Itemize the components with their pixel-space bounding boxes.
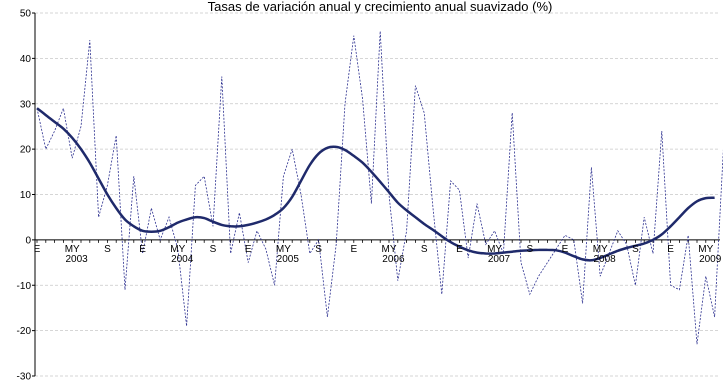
- y-tick-label: 10: [20, 190, 32, 201]
- year-label: 2004: [171, 254, 194, 265]
- month-tick-label: E: [562, 244, 569, 255]
- month-tick-label: MY: [487, 244, 502, 255]
- y-tick-label: -20: [17, 326, 32, 337]
- month-tick-label: S: [421, 244, 428, 255]
- year-label: 2003: [65, 254, 88, 265]
- series-line-rates: [36, 31, 723, 345]
- y-tick-label: 0: [25, 235, 31, 246]
- month-tick-label: S: [210, 244, 217, 255]
- month-tick-label: MY: [65, 244, 80, 255]
- month-tick-label: MY: [276, 244, 291, 255]
- axis-layer: [32, 12, 720, 377]
- year-label: 2009: [699, 254, 722, 265]
- series-line-smoothed: [36, 107, 715, 262]
- month-tick-label: MY: [593, 244, 608, 255]
- chart-title: Tasas de variación anual y crecimiento a…: [208, 0, 553, 14]
- grid-layer: [35, 12, 720, 377]
- y-tick-label: 50: [20, 9, 32, 20]
- month-tick-label: MY: [698, 244, 713, 255]
- month-tick-label: E: [456, 244, 463, 255]
- month-tick-label: S: [526, 244, 533, 255]
- y-tick-label: 40: [20, 54, 32, 65]
- month-tick-label: S: [315, 244, 322, 255]
- year-label: 2005: [277, 254, 300, 265]
- month-tick-label: E: [34, 244, 41, 255]
- year-label: 2006: [382, 254, 405, 265]
- month-tick-label: S: [632, 244, 639, 255]
- month-tick-label: E: [139, 244, 146, 255]
- month-tick-label: S: [104, 244, 111, 255]
- label-layer: -30 -20 -10 0 10 20 30 40 50 E MY S E MY S E MY S E MY S E MY S…: [17, 9, 722, 381]
- month-tick-label: E: [245, 244, 252, 255]
- month-tick-label: MY: [170, 244, 185, 255]
- series-layer: [36, 31, 723, 345]
- month-tick-label: E: [667, 244, 674, 255]
- month-tick-label: MY: [382, 244, 397, 255]
- year-label: 2007: [488, 254, 511, 265]
- y-tick-label: 30: [20, 99, 32, 110]
- y-tick-label: 20: [20, 145, 32, 156]
- y-tick-label: -30: [17, 372, 32, 381]
- year-label: 2008: [593, 254, 616, 265]
- y-tick-label: -10: [17, 281, 32, 292]
- month-tick-label: E: [350, 244, 357, 255]
